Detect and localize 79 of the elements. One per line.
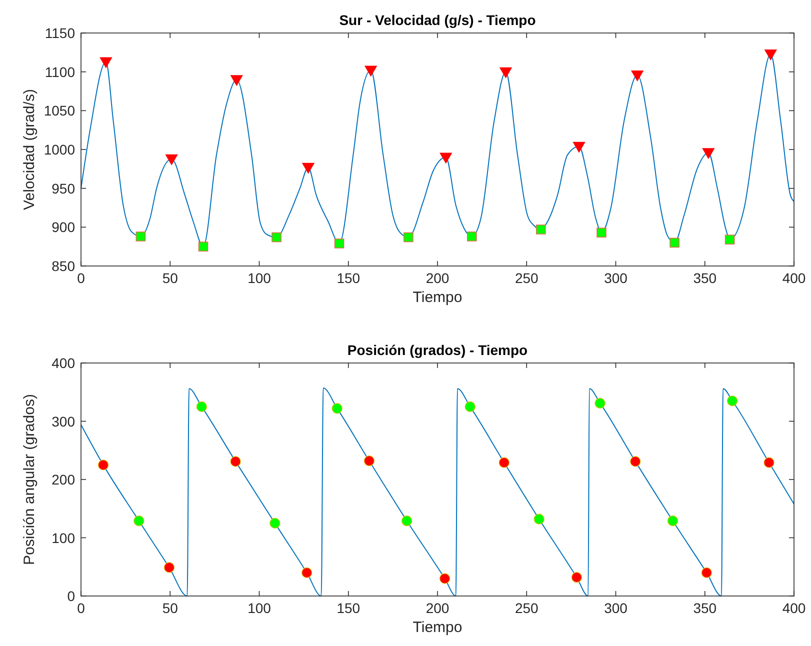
y-tick-label: 1000 — [44, 142, 76, 158]
point — [440, 152, 452, 164]
point — [467, 232, 477, 242]
x-tick-label: 300 — [604, 270, 628, 286]
point — [364, 456, 375, 466]
x-tick-label: 250 — [514, 600, 539, 616]
point — [98, 460, 109, 470]
point — [230, 75, 243, 86]
x-tick-label: 200 — [426, 270, 450, 286]
point — [536, 224, 546, 234]
chart-title: Posición (grados) - Tiempo — [347, 342, 528, 358]
point — [498, 457, 510, 468]
x-tick-label: 100 — [248, 270, 272, 286]
point — [464, 401, 476, 412]
x-tick-label: 150 — [336, 270, 360, 286]
x-tick-label: 250 — [514, 270, 539, 286]
point — [596, 228, 606, 238]
x-tick-label: 200 — [426, 600, 450, 616]
point — [402, 516, 412, 526]
point — [332, 403, 342, 414]
point — [404, 232, 414, 242]
y-tick-label: 850 — [52, 258, 76, 274]
point — [302, 162, 314, 174]
point — [440, 573, 450, 584]
point — [136, 232, 146, 242]
x-tick-label: 400 — [782, 270, 806, 286]
x-tick-label: 350 — [693, 600, 717, 616]
point — [134, 516, 144, 526]
y-axis-title: Posición angular (grados) — [21, 394, 38, 565]
point — [198, 242, 208, 252]
point — [196, 401, 207, 412]
y-tick-label: 0 — [67, 588, 76, 604]
point — [230, 456, 241, 467]
point — [164, 562, 175, 573]
x-tick-label: 50 — [162, 600, 178, 616]
x-axis-title: Tiempo — [412, 619, 462, 636]
point — [667, 516, 678, 526]
x-tick-label: 400 — [782, 600, 806, 616]
y-tick-label: 1150 — [44, 25, 76, 41]
x-tick-label: 0 — [77, 600, 86, 616]
x-tick-label: 50 — [162, 270, 178, 286]
chart-title: Sur - Velocidad (g/s) - Tiempo — [339, 12, 536, 28]
point — [500, 67, 512, 78]
point — [573, 142, 586, 152]
line-series — [80, 388, 794, 596]
x-axis-title: Tiempo — [412, 289, 462, 306]
x-tick-label: 100 — [248, 600, 272, 616]
y-tick-label: 300 — [52, 413, 76, 430]
x-tick-label: 0 — [77, 270, 86, 286]
point — [166, 154, 178, 165]
y-tick-label: 1100 — [44, 64, 76, 80]
point — [594, 398, 606, 408]
point — [534, 514, 544, 524]
point — [631, 70, 644, 81]
y-tick-label: 1050 — [44, 102, 76, 119]
point — [670, 238, 680, 248]
point — [764, 457, 774, 468]
x-tick-label: 150 — [336, 600, 360, 616]
point — [724, 234, 735, 244]
y-axis-title: Velocidad (grad/s) — [21, 89, 38, 210]
point — [571, 572, 582, 583]
y-tick-label: 200 — [52, 472, 76, 488]
point — [100, 57, 112, 68]
point — [702, 148, 714, 159]
point — [630, 456, 641, 467]
point — [364, 66, 377, 76]
point — [272, 232, 282, 242]
point — [727, 396, 738, 406]
point — [764, 49, 777, 60]
y-tick-label: 950 — [52, 180, 76, 196]
point — [701, 567, 712, 578]
point — [270, 518, 280, 528]
point — [334, 238, 344, 248]
y-tick-label: 400 — [52, 355, 76, 371]
point — [302, 567, 312, 578]
x-tick-label: 350 — [693, 270, 717, 286]
x-tick-label: 300 — [604, 600, 628, 616]
y-tick-label: 900 — [52, 219, 76, 236]
y-tick-label: 100 — [52, 530, 76, 546]
